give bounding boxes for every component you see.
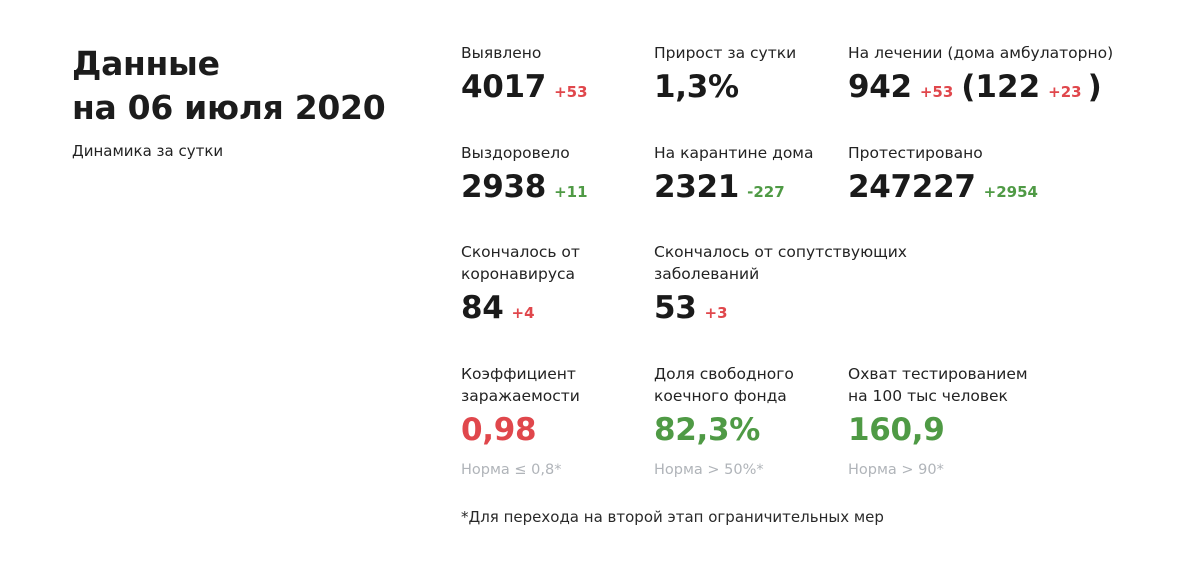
stat-value: 84: [461, 290, 504, 326]
title-line-2: на 06 июля 2020: [72, 88, 386, 127]
stat-died-comorbid: Скончалось от сопутствующих заболеваний …: [654, 241, 907, 328]
stat-label-line: коечного фонда: [654, 387, 787, 405]
stat-label: Доля свободного коечного фонда: [654, 363, 794, 407]
stat-label: Выявлено: [461, 44, 542, 62]
title-line-1: Данные: [72, 44, 220, 83]
stat-label-line: Скончалось от сопутствующих: [654, 243, 907, 261]
stat-value: 942: [848, 69, 912, 105]
stat-value: 247227: [848, 169, 976, 205]
stat-label: Выздоровело: [461, 144, 570, 162]
header: Данные на 06 июля 2020 Динамика за сутки: [72, 42, 386, 160]
stat-label: Протестировано: [848, 144, 983, 162]
stat-norm: Норма ≤ 0,8*: [461, 462, 562, 478]
stat-label: Скончалось от коронавируса: [461, 241, 580, 285]
stat-value: 2938: [461, 169, 547, 205]
stat-home-delta: +23: [1048, 83, 1082, 101]
stat-delta: +4: [511, 304, 535, 322]
stat-delta: -227: [747, 183, 785, 201]
stat-label-line: коронавируса: [461, 265, 576, 283]
stat-value: 160,9: [848, 412, 945, 448]
stat-label-line: заражаемости: [461, 387, 580, 405]
stat-growth: Прирост за сутки 1,3%: [654, 42, 796, 107]
subtitle: Динамика за сутки: [72, 142, 224, 160]
stat-delta: +3: [704, 304, 728, 322]
stat-label-line: Скончалось от: [461, 243, 580, 261]
stat-treatment: На лечении (дома амбулаторно) 942 +53 (1…: [848, 42, 1113, 107]
stat-label-line: заболеваний: [654, 265, 760, 283]
stat-detected: Выявлено 4017 +53: [461, 42, 588, 107]
page-title: Данные на 06 июля 2020: [72, 42, 386, 130]
stat-norm: Норма > 90*: [848, 462, 944, 478]
stat-delta: +2954: [983, 183, 1038, 201]
stat-value: 1,3%: [654, 69, 739, 105]
stat-label-line: Охват тестированием: [848, 365, 1028, 383]
stat-value: 53: [654, 290, 697, 326]
stat-died-covid: Скончалось от коронавируса 84 +4: [461, 241, 580, 328]
stat-label-line: Коэффициент: [461, 365, 576, 383]
stat-free-beds: Доля свободного коечного фонда 82,3% Нор…: [654, 363, 794, 478]
stat-home-value: (122: [961, 69, 1041, 105]
stat-value: 2321: [654, 169, 740, 205]
stat-tested: Протестировано 247227 +2954: [848, 142, 1038, 207]
stat-label: Коэффициент заражаемости: [461, 363, 580, 407]
stat-norm: Норма > 50%*: [654, 462, 764, 478]
stat-label-line: на 100 тыс человек: [848, 387, 1008, 405]
stat-value: 0,98: [461, 412, 537, 448]
stat-delta: +53: [919, 83, 954, 101]
stat-delta: +53: [554, 83, 588, 101]
stat-label-line: Доля свободного: [654, 365, 794, 383]
stat-home-close: ): [1087, 69, 1102, 105]
stat-label: Охват тестированием на 100 тыс человек: [848, 363, 1028, 407]
stat-delta: +11: [554, 183, 588, 201]
stat-label: На карантине дома: [654, 144, 814, 162]
stat-label: На лечении (дома амбулаторно): [848, 44, 1114, 62]
footnote: *Для перехода на второй этап ограничител…: [461, 508, 884, 526]
stat-value: 4017: [461, 69, 547, 105]
stat-infection-rate: Коэффициент заражаемости 0,98 Норма ≤ 0,…: [461, 363, 580, 478]
stat-label: Скончалось от сопутствующих заболеваний: [654, 241, 907, 285]
stat-recovered: Выздоровело 2938 +11: [461, 142, 588, 207]
stat-test-coverage: Охват тестированием на 100 тыс человек 1…: [848, 363, 1028, 478]
stat-label: Прирост за сутки: [654, 44, 797, 62]
stat-value: 82,3%: [654, 412, 761, 448]
stat-quarantine: На карантине дома 2321 -227: [654, 142, 814, 207]
